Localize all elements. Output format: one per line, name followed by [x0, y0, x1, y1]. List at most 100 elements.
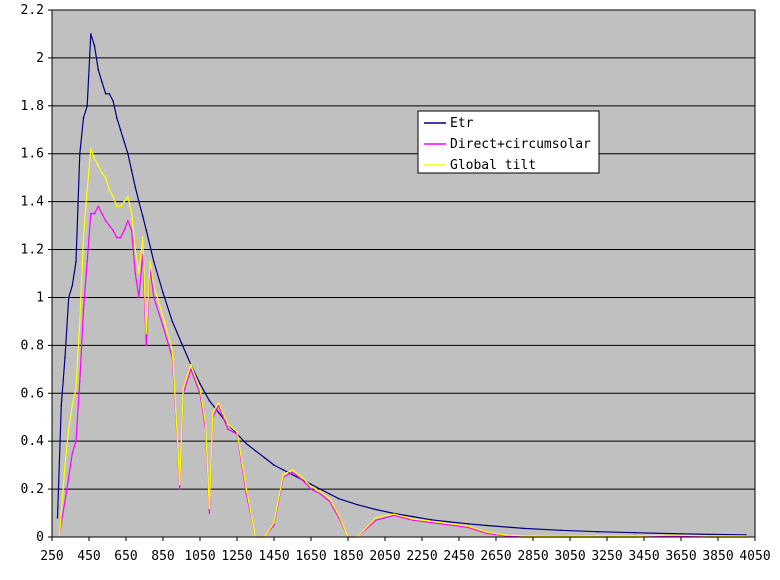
y-tick-label: 1 [36, 290, 44, 305]
y-tick-label: 1.6 [21, 147, 44, 162]
data-point [86, 260, 88, 263]
data-point [291, 471, 294, 474]
data-point [108, 93, 111, 95]
data-point [56, 517, 59, 519]
x-tick-label: 1050 [184, 549, 215, 564]
data-point [708, 535, 710, 537]
data-point [127, 220, 129, 222]
data-point [162, 325, 164, 328]
data-point [90, 33, 92, 35]
x-tick-label: 450 [77, 549, 100, 564]
data-point [86, 188, 88, 191]
data-point [208, 507, 211, 510]
data-point [97, 164, 100, 167]
data-point [375, 517, 377, 519]
data-point [71, 452, 74, 455]
y-tick-label: 0 [36, 530, 44, 545]
data-point [245, 488, 248, 490]
data-point [79, 320, 81, 323]
data-point [560, 529, 562, 532]
data-point [101, 212, 103, 215]
data-point [134, 248, 137, 251]
y-tick-label: 0.2 [21, 482, 44, 497]
x-tick-label: 1250 [221, 549, 252, 564]
data-point [449, 524, 451, 526]
data-point [301, 476, 303, 478]
data-point [112, 229, 114, 232]
data-point [264, 457, 266, 459]
data-point [227, 423, 229, 426]
y-tick-label: 2 [36, 51, 44, 66]
y-tick-label: 2.2 [21, 3, 44, 18]
data-point [123, 229, 125, 232]
data-point [375, 508, 377, 511]
data-point [384, 514, 386, 517]
data-point [97, 69, 100, 71]
x-tick-label: 2250 [406, 549, 437, 564]
data-point [141, 236, 144, 239]
x-tick-label: 3650 [665, 549, 696, 564]
data-point [328, 497, 331, 500]
data-point [171, 349, 174, 352]
x-tick-label: 1850 [332, 549, 363, 564]
data-point [108, 224, 111, 227]
legend: Etr Direct+circumsolar Global tilt [417, 110, 600, 174]
data-point [145, 229, 148, 232]
data-point [190, 363, 192, 366]
legend-box [417, 110, 600, 174]
data-point [486, 524, 488, 527]
data-point [97, 205, 100, 208]
data-point [449, 521, 451, 523]
x-tick-label: 2850 [517, 549, 548, 564]
data-point [430, 520, 433, 523]
data-point [319, 493, 322, 495]
data-point [708, 533, 710, 536]
y-tick-label: 0.4 [21, 434, 45, 449]
data-point [138, 296, 140, 299]
data-point [745, 535, 747, 537]
data-point [130, 212, 133, 215]
data-point [634, 535, 636, 537]
data-point [112, 196, 114, 198]
data-point [393, 514, 396, 517]
data-point [86, 105, 88, 107]
data-point [104, 176, 107, 179]
data-point [90, 212, 92, 215]
data-point [486, 531, 488, 533]
data-point [149, 260, 151, 263]
data-point [254, 450, 257, 452]
data-point [301, 478, 303, 481]
x-tick-label: 2050 [369, 549, 400, 564]
data-point [119, 205, 122, 208]
data-point [504, 534, 507, 536]
y-tick-label: 0.8 [21, 338, 44, 353]
data-point [328, 500, 331, 502]
data-point [745, 534, 747, 536]
data-point [134, 186, 137, 189]
data-point [130, 229, 133, 232]
data-point [199, 387, 201, 390]
data-point [175, 411, 177, 414]
data-point [282, 473, 285, 476]
data-point [319, 490, 322, 493]
x-tick-label: 2450 [443, 549, 474, 564]
data-point [145, 332, 148, 335]
data-point [67, 428, 70, 431]
data-point [75, 387, 77, 390]
data-point [204, 423, 207, 426]
data-point [93, 212, 96, 215]
series-lines [56, 33, 747, 538]
data-point [356, 503, 359, 506]
data-point [182, 387, 185, 390]
data-point [93, 45, 96, 47]
y-axis-ticks: 0 0.2 0.4 0.6 0.8 1 1.2 1.4 1.6 1.8 2 2.2 [21, 3, 52, 545]
data-point [393, 513, 396, 515]
data-point [597, 530, 599, 533]
data-point [273, 524, 275, 526]
data-point [82, 308, 85, 311]
data-point [180, 342, 183, 344]
x-tick-label: 4050 [739, 549, 770, 564]
data-point [273, 464, 275, 466]
